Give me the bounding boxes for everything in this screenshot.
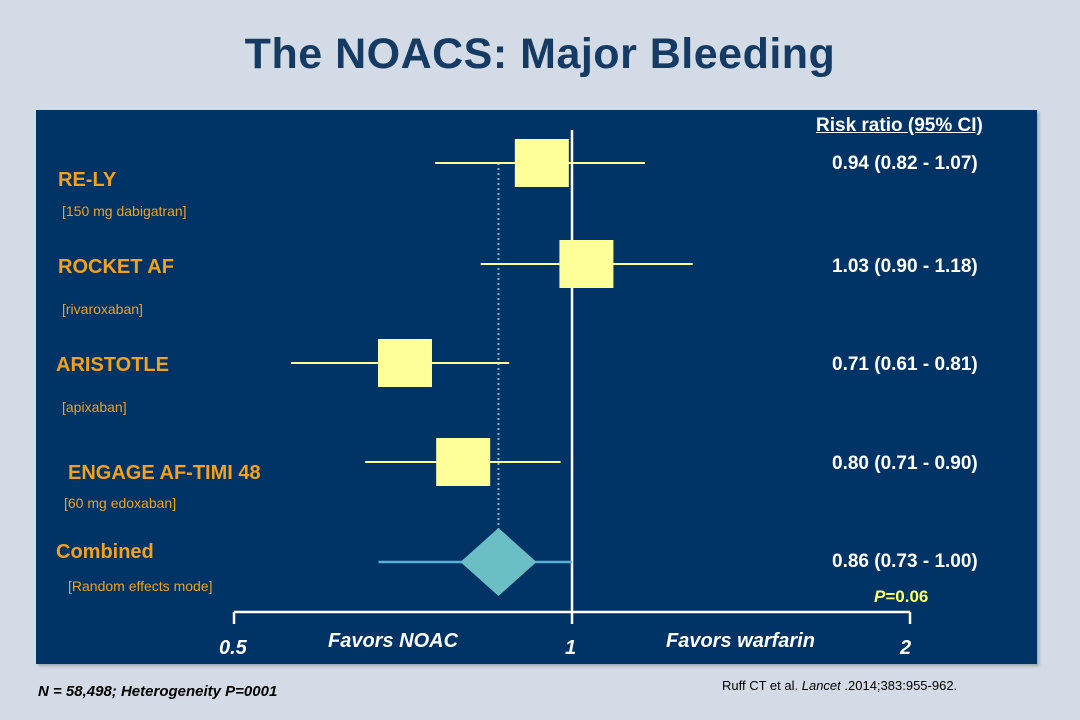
citation: Ruff CT et al. Lancet .2014;383:955-962. — [722, 678, 957, 693]
study-name: RE-LY — [58, 169, 117, 191]
effect-size-square — [377, 339, 432, 387]
risk-ratio-value: 1.03 (0.90 - 1.18) — [832, 256, 978, 277]
risk-ratio-header: Risk ratio (95% CI) — [816, 115, 983, 136]
study-name: ROCKET AF — [58, 256, 174, 278]
favors-noac-label: Favors NOAC — [328, 630, 459, 652]
slide-title: The NOACS: Major Bleeding — [244, 30, 836, 78]
favors-warfarin-label: Favors warfarin — [666, 630, 815, 652]
study-name: Combined — [56, 541, 154, 563]
risk-ratio-value: 0.94 (0.82 - 1.07) — [832, 153, 978, 174]
x-tick-label: 1 — [565, 637, 577, 659]
p-value-number: =0.06 — [885, 587, 929, 606]
study-drug: [60 mg edoxaban] — [64, 495, 177, 511]
study-drug: [Random effects mode] — [68, 578, 213, 594]
effect-size-square — [559, 240, 614, 288]
footnote-sample-size: N = 58,498; Heterogeneity P=0001 — [38, 683, 278, 700]
study-name: ENGAGE AF-TIMI 48 — [68, 462, 261, 484]
effect-size-square — [436, 438, 491, 486]
effect-size-square — [514, 139, 569, 187]
x-tick-label: 2 — [900, 637, 912, 659]
forest-plot-panel: Risk ratio (95% CI) RE-LY [150 mg dabiga… — [36, 110, 1037, 664]
pooled-diamond — [460, 528, 537, 596]
study-drug: [rivaroxaban] — [62, 301, 143, 317]
study-name: ARISTOTLE — [56, 354, 169, 376]
citation-journal: Lancet — [801, 678, 841, 693]
forest-plot — [232, 130, 912, 624]
x-tick-label: 0.5 — [219, 637, 247, 659]
risk-ratio-value: 0.86 (0.73 - 1.00) — [832, 551, 978, 572]
risk-ratio-value: 0.80 (0.71 - 0.90) — [832, 453, 978, 474]
risk-ratio-value: 0.71 (0.61 - 0.81) — [832, 354, 978, 375]
p-value-label: P — [874, 587, 886, 606]
p-value: P=0.06 — [874, 587, 928, 607]
study-drug: [apixaban] — [62, 399, 127, 415]
citation-authors: Ruff CT et al. — [722, 678, 802, 693]
citation-details: .2014;383:955-962. — [840, 678, 958, 693]
study-drug: [150 mg dabigatran] — [62, 203, 187, 219]
